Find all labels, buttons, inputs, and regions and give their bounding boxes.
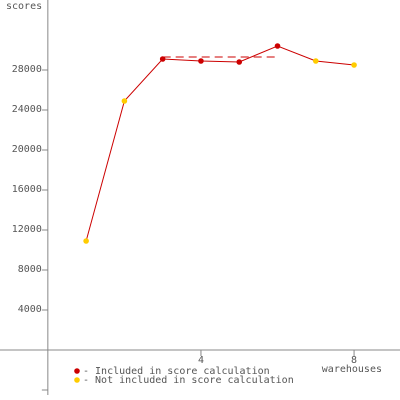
y-tick-label: 28000 [12, 64, 42, 75]
y-axis-label: scores [6, 1, 42, 12]
y-tick-label: 4000 [18, 304, 42, 315]
y-tick-label: 12000 [12, 224, 42, 235]
legend-marker [74, 368, 80, 374]
data-point [159, 56, 166, 62]
data-point [236, 59, 243, 65]
data-point [312, 58, 319, 64]
legend-label: - Included in score calculation [83, 366, 270, 377]
x-tick-label: 8 [351, 355, 357, 366]
data-point [274, 43, 281, 49]
x-axis-label: warehouses [322, 364, 382, 375]
legend-label: - Not included in score calculation [83, 375, 294, 386]
legend-marker [74, 377, 80, 383]
y-tick-label: 8000 [18, 264, 42, 275]
y-tick-label: 20000 [12, 144, 42, 155]
x-tick-label: 4 [198, 355, 204, 366]
data-point [83, 238, 89, 244]
y-tick-label: 24000 [12, 104, 42, 115]
data-point [198, 58, 204, 64]
y-tick-label: 16000 [12, 184, 42, 195]
data-point [121, 98, 128, 104]
score-curve [85, 45, 355, 242]
data-point [351, 62, 357, 68]
